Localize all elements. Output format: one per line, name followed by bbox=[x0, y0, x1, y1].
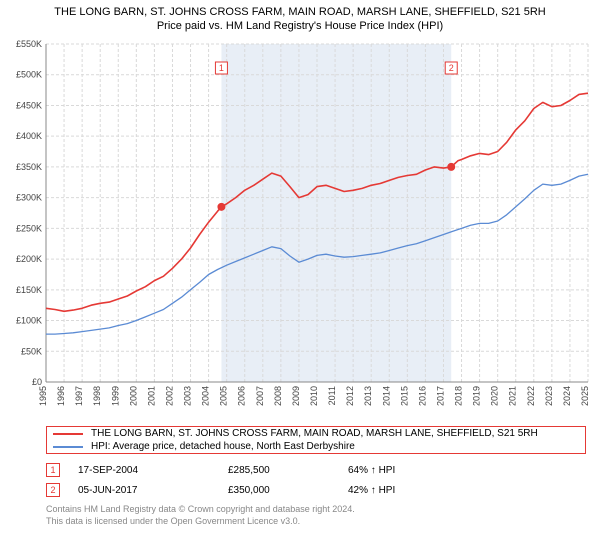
svg-text:£300K: £300K bbox=[16, 193, 42, 203]
svg-text:1: 1 bbox=[219, 63, 224, 73]
svg-text:2014: 2014 bbox=[381, 386, 391, 406]
svg-text:2017: 2017 bbox=[435, 386, 445, 406]
svg-text:2009: 2009 bbox=[291, 386, 301, 406]
sale-marker-icon: 1 bbox=[46, 463, 60, 477]
chart-subtitle: Price paid vs. HM Land Registry's House … bbox=[6, 20, 594, 32]
chart-plot-area: £0 £50K £100K £150K £200K £250K £300K £350K £400… bbox=[6, 38, 594, 418]
attribution: Contains HM Land Registry data © Crown c… bbox=[46, 504, 594, 527]
legend-swatch bbox=[53, 433, 83, 435]
svg-text:2004: 2004 bbox=[201, 386, 211, 406]
svg-text:£550K: £550K bbox=[16, 39, 42, 49]
svg-text:2015: 2015 bbox=[399, 386, 409, 406]
svg-text:2: 2 bbox=[449, 63, 454, 73]
legend-swatch bbox=[53, 446, 83, 448]
svg-text:1995: 1995 bbox=[38, 386, 48, 406]
svg-text:2020: 2020 bbox=[490, 386, 500, 406]
svg-text:£0: £0 bbox=[32, 377, 42, 387]
svg-text:2013: 2013 bbox=[363, 386, 373, 406]
svg-text:2011: 2011 bbox=[327, 386, 337, 405]
legend-label: THE LONG BARN, ST. JOHNS CROSS FARM, MAI… bbox=[91, 428, 538, 439]
svg-text:2021: 2021 bbox=[508, 386, 518, 406]
svg-text:2018: 2018 bbox=[454, 386, 464, 406]
sale-row: 2 05-JUN-2017£350,00042% ↑ HPI bbox=[46, 480, 586, 500]
sale-marker-icon: 2 bbox=[46, 483, 60, 497]
attribution-line: This data is licensed under the Open Gov… bbox=[46, 516, 594, 528]
legend-item: THE LONG BARN, ST. JOHNS CROSS FARM, MAI… bbox=[47, 427, 585, 440]
svg-text:2003: 2003 bbox=[183, 386, 193, 406]
sale-price: £350,000 bbox=[228, 485, 348, 496]
sales-table: 1 17-SEP-2004£285,50064% ↑ HPI 2 05-JUN-201… bbox=[46, 460, 586, 500]
svg-text:1999: 1999 bbox=[110, 386, 120, 406]
sale-row: 1 17-SEP-2004£285,50064% ↑ HPI bbox=[46, 460, 586, 480]
legend-item: HPI: Average price, detached house, Nort… bbox=[47, 440, 585, 453]
sale-delta: 42% ↑ HPI bbox=[348, 485, 468, 496]
svg-text:2008: 2008 bbox=[273, 386, 283, 406]
svg-text:£250K: £250K bbox=[16, 223, 42, 233]
sale-date: 17-SEP-2004 bbox=[78, 465, 228, 476]
svg-text:£350K: £350K bbox=[16, 162, 42, 172]
svg-text:£50K: £50K bbox=[21, 346, 42, 356]
sale-delta: 64% ↑ HPI bbox=[348, 465, 468, 476]
svg-text:£150K: £150K bbox=[16, 285, 42, 295]
svg-text:2024: 2024 bbox=[562, 386, 572, 406]
chart-container: THE LONG BARN, ST. JOHNS CROSS FARM, MAI… bbox=[0, 0, 600, 533]
legend-label: HPI: Average price, detached house, Nort… bbox=[91, 441, 355, 452]
svg-text:2012: 2012 bbox=[345, 386, 355, 406]
svg-text:2022: 2022 bbox=[526, 386, 536, 406]
svg-text:2010: 2010 bbox=[309, 386, 319, 406]
svg-text:2019: 2019 bbox=[472, 386, 482, 406]
svg-text:£100K: £100K bbox=[16, 316, 42, 326]
svg-text:2023: 2023 bbox=[544, 386, 554, 406]
svg-text:1996: 1996 bbox=[56, 386, 66, 406]
svg-text:2005: 2005 bbox=[219, 386, 229, 406]
legend: THE LONG BARN, ST. JOHNS CROSS FARM, MAI… bbox=[46, 426, 586, 454]
svg-text:2025: 2025 bbox=[580, 386, 590, 406]
sale-date: 05-JUN-2017 bbox=[78, 485, 228, 496]
svg-text:2007: 2007 bbox=[255, 386, 265, 406]
svg-text:2002: 2002 bbox=[164, 386, 174, 406]
svg-text:2016: 2016 bbox=[417, 386, 427, 406]
svg-text:1997: 1997 bbox=[74, 386, 84, 406]
line-chart-svg: £0 £50K £100K £150K £200K £250K £300K £350K £400… bbox=[6, 38, 594, 418]
svg-text:2001: 2001 bbox=[146, 386, 156, 406]
svg-text:2006: 2006 bbox=[237, 386, 247, 406]
svg-text:£500K: £500K bbox=[16, 70, 42, 80]
svg-text:£450K: £450K bbox=[16, 100, 42, 110]
sale-price: £285,500 bbox=[228, 465, 348, 476]
attribution-line: Contains HM Land Registry data © Crown c… bbox=[46, 504, 594, 516]
svg-text:1998: 1998 bbox=[92, 386, 102, 406]
svg-text:£400K: £400K bbox=[16, 131, 42, 141]
svg-text:2000: 2000 bbox=[128, 386, 138, 406]
chart-title: THE LONG BARN, ST. JOHNS CROSS FARM, MAI… bbox=[6, 6, 594, 18]
svg-text:£200K: £200K bbox=[16, 254, 42, 264]
